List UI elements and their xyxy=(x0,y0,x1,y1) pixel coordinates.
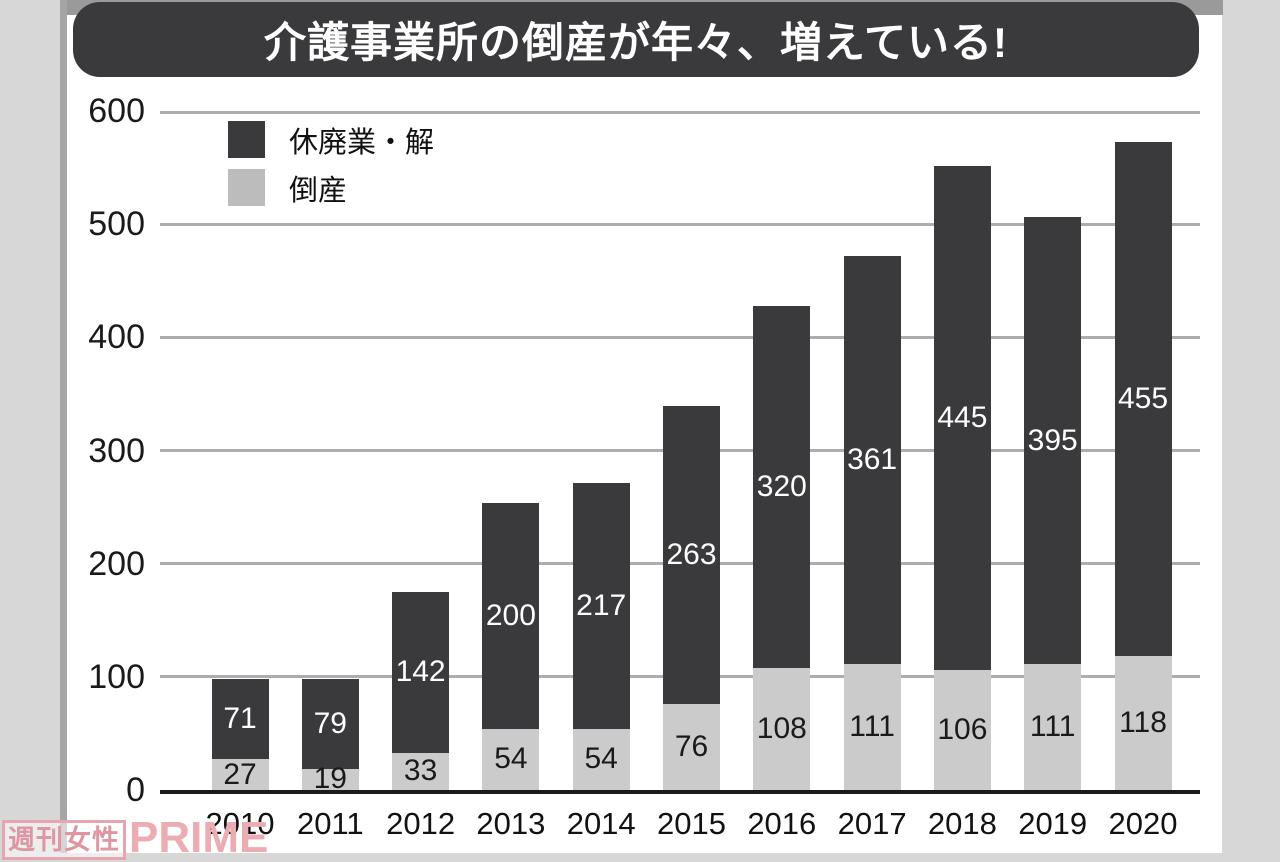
segment-closures-2017: 361 xyxy=(843,255,901,665)
value-label-closures-2014: 217 xyxy=(576,589,627,623)
value-label-closures-2016: 320 xyxy=(756,469,807,503)
gridline-600 xyxy=(160,111,1200,114)
watermark-brand-logo: PRIME xyxy=(129,813,269,862)
bar-2012: 142 33 xyxy=(392,591,450,790)
legend-label-closures: 休廃業・解 xyxy=(289,126,435,159)
value-label-bankruptcy-2016: 108 xyxy=(756,711,807,745)
bar-2011: 79 19 xyxy=(301,679,359,794)
segment-closures-2013: 200 xyxy=(482,502,540,729)
bar-2020: 455 118 xyxy=(1114,141,1172,790)
plot-area: 0 100 200 300 400 500 600 71 27 2010 79 19 2011 142 33… xyxy=(88,92,1200,841)
value-label-closures-2012: 142 xyxy=(395,655,446,689)
chart-title-banner: 介護事業所の倒産が年々、増えている! xyxy=(73,2,1199,77)
x-axis-label-2016: 2016 xyxy=(747,806,817,841)
chart-title: 介護事業所の倒産が年々、増えている! xyxy=(264,19,1008,66)
segment-closures-2012: 142 xyxy=(392,591,450,753)
value-label-closures-2020: 455 xyxy=(1117,382,1169,416)
value-label-bankruptcy-2015: 76 xyxy=(674,730,709,763)
segment-closures-2020: 455 xyxy=(1114,141,1172,657)
value-label-bankruptcy-2019: 111 xyxy=(1029,710,1076,744)
x-axis-label-2017: 2017 xyxy=(837,806,907,841)
x-axis-label-2012: 2012 xyxy=(386,806,456,841)
value-label-bankruptcy-2013: 54 xyxy=(494,742,528,776)
watermark: 週刊女性 PRIME xyxy=(2,813,269,862)
value-label-bankruptcy-2014: 54 xyxy=(584,742,618,776)
bar-2013: 200 54 xyxy=(482,502,540,790)
segment-bankruptcy-2011: 19 xyxy=(301,764,359,794)
bar-2010: 71 27 xyxy=(211,679,269,791)
x-axis-label-2018: 2018 xyxy=(927,806,997,841)
segment-closures-2018: 445 xyxy=(933,166,991,671)
segment-bankruptcy-2016: 108 xyxy=(753,667,811,790)
y-axis-label-600: 600 xyxy=(88,92,145,130)
value-label-bankruptcy-2010: 27 xyxy=(223,757,257,791)
segment-bankruptcy-2017: 111 xyxy=(843,664,901,790)
legend-item-closures: 休廃業・解 xyxy=(228,121,435,159)
legend-swatch-light xyxy=(228,169,265,206)
segment-bankruptcy-2019: 111 xyxy=(1024,664,1082,790)
bar-2014: 217 54 xyxy=(572,483,630,790)
x-axis-label-2013: 2013 xyxy=(476,806,546,841)
segment-bankruptcy-2013: 54 xyxy=(482,728,540,790)
x-axis-label-2011: 2011 xyxy=(296,806,364,841)
value-label-closures-2013: 200 xyxy=(485,598,536,632)
value-label-closures-2017: 361 xyxy=(847,443,898,477)
y-axis-label-500: 500 xyxy=(88,205,145,244)
gridline-400 xyxy=(160,335,1200,339)
chart-legend: 休廃業・解 倒産 xyxy=(228,121,435,207)
value-label-closures-2011: 79 xyxy=(313,706,347,740)
value-label-closures-2019: 395 xyxy=(1027,423,1078,457)
y-axis-label-200: 200 xyxy=(88,544,145,583)
x-axis-label-2019: 2019 xyxy=(1018,806,1088,841)
segment-bankruptcy-2020: 118 xyxy=(1114,656,1172,790)
bar-2016: 320 108 xyxy=(753,305,811,790)
segment-closures-2011: 79 xyxy=(301,679,359,769)
watermark-boxed-logo: 週刊女性 xyxy=(2,820,126,861)
segment-bankruptcy-2015: 76 xyxy=(663,704,720,790)
bar-2019: 395 111 xyxy=(1024,217,1082,790)
segment-bankruptcy-2012: 33 xyxy=(392,752,450,790)
segment-closures-2010: 71 xyxy=(211,679,269,760)
value-label-bankruptcy-2012: 33 xyxy=(403,754,438,788)
segment-bankruptcy-2010: 27 xyxy=(211,757,269,791)
value-label-bankruptcy-2018: 106 xyxy=(937,713,988,746)
value-label-bankruptcy-2017: 111 xyxy=(849,710,895,744)
legend-label-bankruptcy: 倒産 xyxy=(289,174,348,207)
x-axis-label-2014: 2014 xyxy=(566,806,636,841)
gridline-500 xyxy=(160,222,1200,226)
value-label-bankruptcy-2011: 19 xyxy=(313,762,347,796)
value-label-closures-2015: 263 xyxy=(666,538,717,572)
segment-closures-2019: 395 xyxy=(1024,217,1082,665)
bar-2015: 263 76 xyxy=(663,406,720,790)
x-axis-label-2020: 2020 xyxy=(1108,806,1178,841)
y-axis-label-300: 300 xyxy=(88,431,145,470)
legend-item-bankruptcy: 倒産 xyxy=(228,169,434,207)
segment-bankruptcy-2014: 54 xyxy=(572,728,630,790)
y-axis-label-400: 400 xyxy=(88,318,145,357)
x-axis-label-2015: 2015 xyxy=(657,806,726,841)
segment-closures-2016: 320 xyxy=(753,305,811,668)
value-label-closures-2010: 71 xyxy=(223,702,257,736)
bar-2018: 445 106 xyxy=(933,166,991,790)
bar-2017: 361 111 xyxy=(843,255,901,790)
y-axis-label-0: 0 xyxy=(126,771,145,809)
segment-bankruptcy-2018: 106 xyxy=(933,670,991,790)
segment-closures-2015: 263 xyxy=(663,406,720,704)
value-label-bankruptcy-2020: 118 xyxy=(1119,706,1167,740)
segment-closures-2014: 217 xyxy=(572,483,630,729)
x-axis-label-2010: 2010 xyxy=(205,806,275,841)
y-axis-label-100: 100 xyxy=(88,657,145,696)
legend-swatch-dark xyxy=(228,121,265,158)
value-label-closures-2018: 445 xyxy=(937,401,988,435)
